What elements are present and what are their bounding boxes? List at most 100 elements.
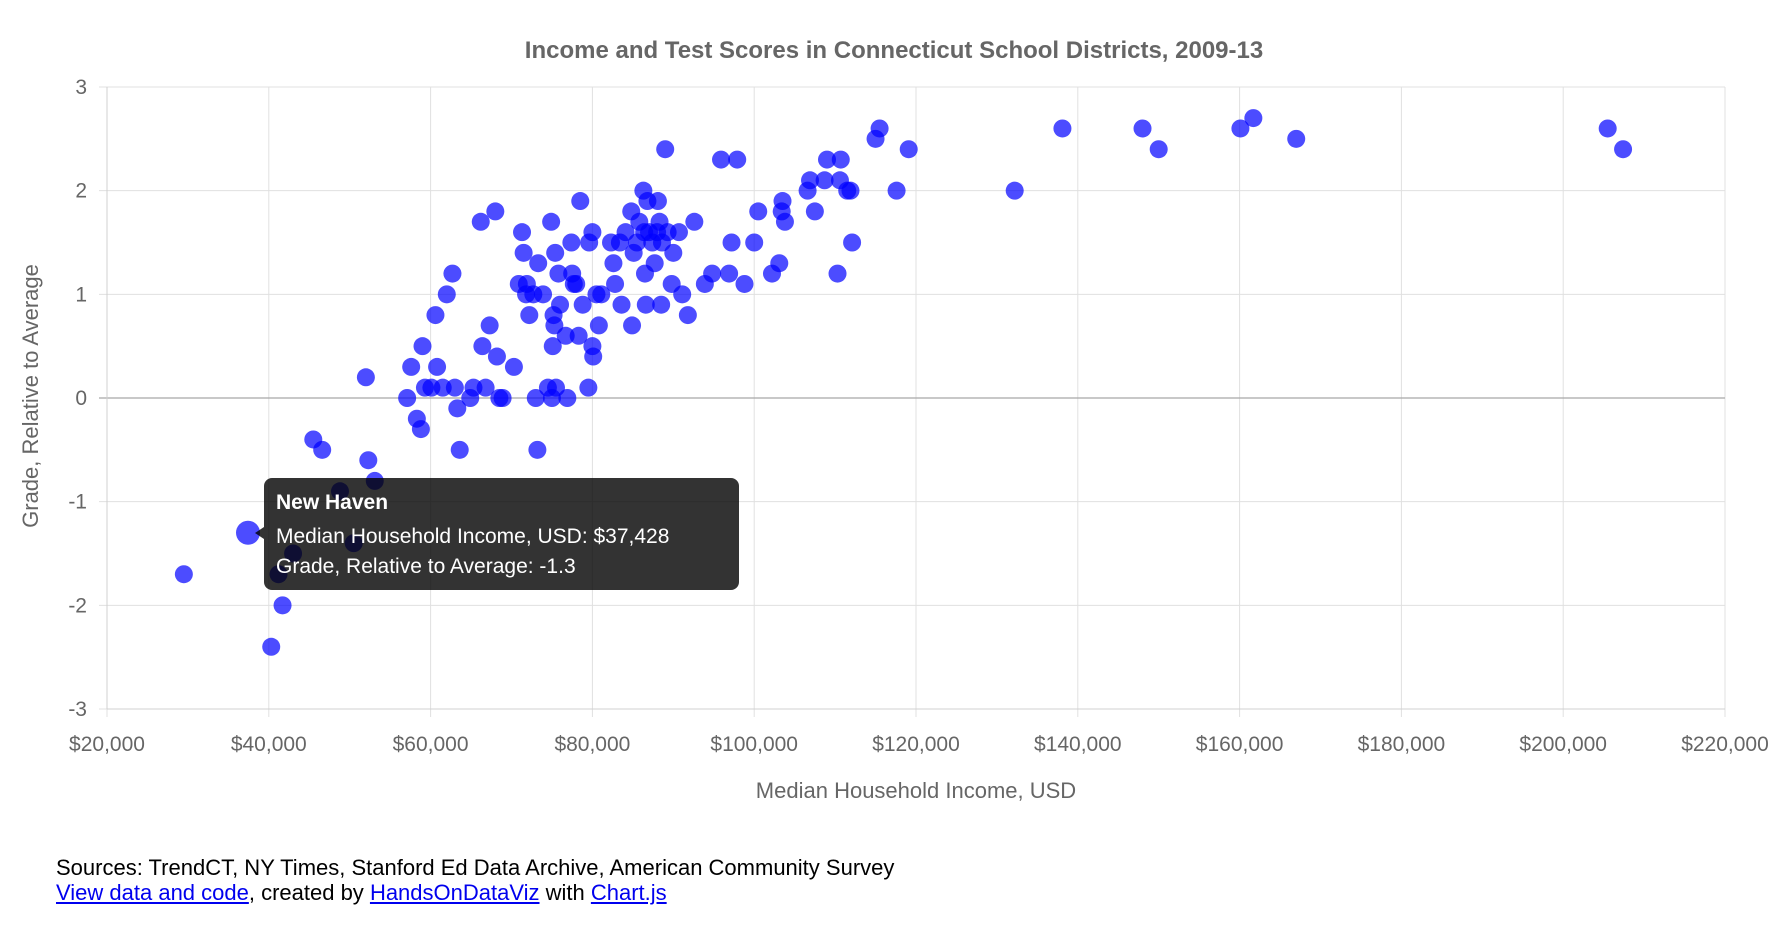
data-point[interactable] bbox=[616, 223, 635, 242]
data-point[interactable] bbox=[174, 565, 193, 584]
data-point[interactable] bbox=[728, 150, 747, 169]
data-point[interactable] bbox=[556, 326, 575, 345]
chartjs-link[interactable]: Chart.js bbox=[590, 880, 667, 905]
data-point[interactable] bbox=[669, 223, 688, 242]
data-point[interactable] bbox=[656, 140, 675, 159]
data-point[interactable] bbox=[569, 326, 588, 345]
data-point[interactable] bbox=[712, 150, 731, 169]
data-point[interactable] bbox=[549, 264, 568, 283]
data-point[interactable] bbox=[720, 264, 739, 283]
data-point[interactable] bbox=[870, 119, 889, 138]
data-point[interactable] bbox=[443, 264, 462, 283]
data-point[interactable] bbox=[899, 140, 918, 159]
data-point[interactable] bbox=[1149, 140, 1168, 159]
data-point[interactable] bbox=[1244, 109, 1263, 128]
data-point[interactable] bbox=[471, 212, 490, 231]
data-point[interactable] bbox=[513, 223, 532, 242]
data-point[interactable] bbox=[356, 368, 375, 387]
data-point[interactable] bbox=[450, 440, 469, 459]
data-point[interactable] bbox=[567, 274, 586, 293]
data-point[interactable] bbox=[562, 233, 581, 252]
data-point[interactable] bbox=[1614, 140, 1633, 159]
data-point[interactable] bbox=[480, 316, 499, 335]
data-point[interactable] bbox=[437, 285, 456, 304]
data-point[interactable] bbox=[476, 378, 495, 397]
data-point[interactable] bbox=[1133, 119, 1152, 138]
data-point[interactable] bbox=[546, 243, 565, 262]
data-point[interactable] bbox=[818, 150, 837, 169]
data-point[interactable] bbox=[887, 181, 906, 200]
data-point[interactable] bbox=[504, 357, 523, 376]
data-point[interactable] bbox=[313, 440, 332, 459]
data-point[interactable] bbox=[520, 306, 539, 325]
data-point[interactable] bbox=[645, 254, 664, 273]
data-point[interactable] bbox=[543, 337, 562, 356]
data-point[interactable] bbox=[828, 264, 847, 283]
data-point[interactable] bbox=[529, 254, 548, 273]
data-point[interactable] bbox=[551, 295, 570, 314]
data-point[interactable] bbox=[584, 347, 603, 366]
data-point[interactable] bbox=[546, 378, 565, 397]
data-point[interactable] bbox=[445, 378, 464, 397]
data-point[interactable] bbox=[636, 295, 655, 314]
data-point[interactable] bbox=[652, 295, 671, 314]
data-point[interactable] bbox=[579, 378, 598, 397]
data-point[interactable] bbox=[745, 233, 764, 252]
data-point[interactable] bbox=[664, 243, 683, 262]
data-point[interactable] bbox=[1053, 119, 1072, 138]
data-point[interactable] bbox=[1231, 119, 1250, 138]
data-point[interactable] bbox=[589, 316, 608, 335]
data-point[interactable] bbox=[428, 357, 447, 376]
data-point[interactable] bbox=[359, 451, 378, 470]
data-point[interactable] bbox=[703, 264, 722, 283]
data-point[interactable] bbox=[843, 233, 862, 252]
data-point[interactable] bbox=[831, 150, 850, 169]
view-data-link[interactable]: View data and code bbox=[56, 880, 249, 905]
data-point[interactable] bbox=[592, 285, 611, 304]
data-point[interactable] bbox=[426, 306, 445, 325]
data-point[interactable] bbox=[749, 202, 768, 221]
data-point[interactable] bbox=[534, 285, 553, 304]
data-point[interactable] bbox=[805, 202, 824, 221]
data-point[interactable] bbox=[413, 337, 432, 356]
data-point[interactable] bbox=[648, 192, 667, 211]
data-point[interactable] bbox=[573, 295, 592, 314]
data-point[interactable] bbox=[526, 389, 545, 407]
data-point[interactable] bbox=[685, 212, 704, 231]
data-point[interactable] bbox=[487, 347, 506, 366]
data-point[interactable] bbox=[583, 223, 602, 242]
data-point[interactable] bbox=[775, 212, 794, 231]
data-point[interactable] bbox=[486, 202, 505, 221]
data-point[interactable] bbox=[606, 274, 625, 293]
data-point[interactable] bbox=[815, 171, 834, 190]
data-point[interactable] bbox=[722, 233, 741, 252]
data-point[interactable] bbox=[571, 192, 590, 211]
data-point[interactable] bbox=[612, 295, 631, 314]
data-point[interactable] bbox=[1287, 129, 1306, 148]
data-point[interactable] bbox=[411, 420, 430, 439]
data-point[interactable] bbox=[448, 399, 467, 418]
data-point[interactable] bbox=[1598, 119, 1617, 138]
data-point[interactable] bbox=[735, 274, 754, 293]
data-point[interactable] bbox=[542, 212, 561, 231]
handsondataviz-link[interactable]: HandsOnDataViz bbox=[369, 880, 540, 905]
data-point-highlighted[interactable] bbox=[235, 520, 260, 545]
data-point[interactable] bbox=[493, 389, 512, 407]
data-point[interactable] bbox=[558, 389, 577, 407]
data-point[interactable] bbox=[273, 596, 292, 615]
data-point[interactable] bbox=[678, 306, 697, 325]
data-point[interactable] bbox=[545, 316, 564, 335]
data-point[interactable] bbox=[801, 171, 820, 190]
data-point[interactable] bbox=[1005, 181, 1024, 200]
data-point[interactable] bbox=[514, 243, 533, 262]
data-point[interactable] bbox=[402, 357, 421, 376]
data-point[interactable] bbox=[473, 337, 492, 356]
data-point[interactable] bbox=[398, 389, 417, 407]
data-point[interactable] bbox=[770, 254, 789, 273]
data-point[interactable] bbox=[623, 316, 642, 335]
data-point[interactable] bbox=[773, 192, 792, 211]
data-point[interactable] bbox=[262, 637, 281, 656]
data-point[interactable] bbox=[528, 440, 547, 459]
data-point[interactable] bbox=[841, 181, 860, 200]
data-point[interactable] bbox=[604, 254, 623, 273]
